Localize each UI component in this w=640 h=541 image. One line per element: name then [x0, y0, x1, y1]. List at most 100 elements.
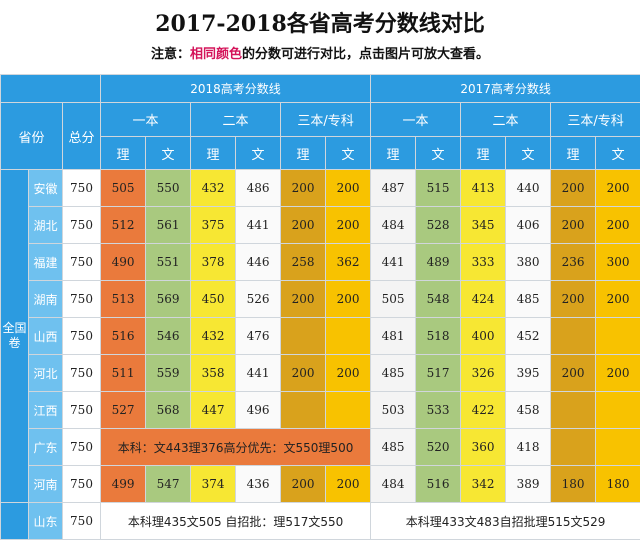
province: 河南	[28, 465, 63, 503]
score: 200	[595, 354, 640, 392]
level-header: 三本/专科	[280, 102, 372, 137]
score: 200	[325, 169, 372, 207]
score: 200	[550, 354, 597, 392]
province: 山西	[28, 317, 63, 355]
score: 362	[325, 243, 372, 281]
score: 200	[325, 465, 372, 503]
subject-header: 文	[505, 136, 552, 170]
header-cell	[0, 74, 102, 103]
empty-cell	[595, 428, 640, 466]
side-cell	[0, 502, 29, 540]
score: 551	[145, 243, 192, 281]
score: 342	[460, 465, 507, 503]
score: 395	[505, 354, 552, 392]
note-cell: 本科理433文483自招批理515文529	[370, 502, 640, 540]
score: 432	[190, 317, 237, 355]
empty-cell	[595, 317, 640, 355]
score: 413	[460, 169, 507, 207]
empty-cell	[550, 391, 597, 429]
score: 258	[280, 243, 327, 281]
score: 333	[460, 243, 507, 281]
subject-header: 文	[595, 136, 640, 170]
province-header: 省份	[0, 102, 63, 170]
total-header: 总分	[61, 102, 102, 170]
note-cell: 本科理435文505 自招批：理517文550	[100, 502, 372, 540]
score: 484	[370, 206, 417, 244]
score: 485	[370, 428, 417, 466]
score: 476	[235, 317, 282, 355]
score: 440	[505, 169, 552, 207]
score: 422	[460, 391, 507, 429]
score: 200	[595, 169, 640, 207]
subject-header: 文	[415, 136, 462, 170]
score: 200	[550, 206, 597, 244]
score: 441	[370, 243, 417, 281]
empty-cell	[325, 317, 372, 355]
empty-cell	[325, 391, 372, 429]
score: 200	[550, 169, 597, 207]
subject-header: 理	[100, 136, 147, 170]
score: 375	[190, 206, 237, 244]
note-cell: 本科：文443理376高分优先：文550理500	[100, 428, 372, 466]
data-row: 湖北 750 512 561 375 441 200 200 484 528 345 406 200 20…	[1, 206, 640, 244]
data-row: 山东 750 本科理435文505 自招批：理517文550 本科理433文483自招…	[0, 502, 640, 540]
province: 福建	[28, 243, 63, 281]
note-suffix: 的分数可进行对比，点击图片可放大查看。	[242, 47, 490, 62]
score: 389	[505, 465, 552, 503]
total: 750	[61, 280, 102, 318]
province: 山东	[28, 502, 63, 540]
score: 406	[505, 206, 552, 244]
score: 505	[370, 280, 417, 318]
score: 520	[415, 428, 462, 466]
score: 559	[145, 354, 192, 392]
score: 200	[280, 206, 327, 244]
total: 750	[61, 243, 102, 281]
total: 750	[61, 465, 102, 503]
total: 750	[61, 391, 102, 429]
score: 485	[505, 280, 552, 318]
score: 489	[415, 243, 462, 281]
score: 499	[100, 465, 147, 503]
subject-header: 理	[370, 136, 417, 170]
score: 424	[460, 280, 507, 318]
data-row: 全国卷 安徽 750 505 550 432 486 200 200 487 515 413 440 20…	[0, 169, 640, 503]
score: 569	[145, 280, 192, 318]
score: 200	[280, 169, 327, 207]
year-header: 2017高考分数线	[370, 74, 640, 103]
score: 533	[415, 391, 462, 429]
data-row: 河南 750 499 547 374 436 200 200 484 516 342 389 180 18…	[1, 465, 640, 503]
score: 505	[100, 169, 147, 207]
data-row: 山西 750 516 546 432 476 481 518 400 452	[1, 317, 640, 355]
score: 300	[595, 243, 640, 281]
year-header: 2018高考分数线	[100, 74, 372, 103]
subject-header: 理	[190, 136, 237, 170]
score: 527	[100, 391, 147, 429]
level-header: 三本/专科	[550, 102, 640, 137]
score: 515	[415, 169, 462, 207]
total: 750	[61, 428, 102, 466]
data-row: 江西 750 527 568 447 496 503 533 422 458	[1, 391, 640, 429]
score: 485	[370, 354, 417, 392]
score: 200	[325, 354, 372, 392]
score: 548	[415, 280, 462, 318]
subject-header: 理	[550, 136, 597, 170]
score: 568	[145, 391, 192, 429]
total: 750	[61, 317, 102, 355]
score: 450	[190, 280, 237, 318]
score: 418	[505, 428, 552, 466]
score: 547	[145, 465, 192, 503]
score: 458	[505, 391, 552, 429]
note: 注意：相同颜色的分数可进行对比，点击图片可放大查看。	[0, 44, 640, 74]
province: 江西	[28, 391, 63, 429]
score: 358	[190, 354, 237, 392]
score: 496	[235, 391, 282, 429]
total: 750	[61, 206, 102, 244]
subject-header: 理	[280, 136, 327, 170]
subject-header: 文	[235, 136, 282, 170]
data-row: 福建 750 490 551 378 446 258 362 441 489 333 380 236 30…	[1, 243, 640, 281]
score: 432	[190, 169, 237, 207]
score: 180	[595, 465, 640, 503]
score: 446	[235, 243, 282, 281]
empty-cell	[280, 317, 327, 355]
data-row: 河北 750 511 559 358 441 200 200 485 517 326 395 200 20…	[1, 354, 640, 392]
